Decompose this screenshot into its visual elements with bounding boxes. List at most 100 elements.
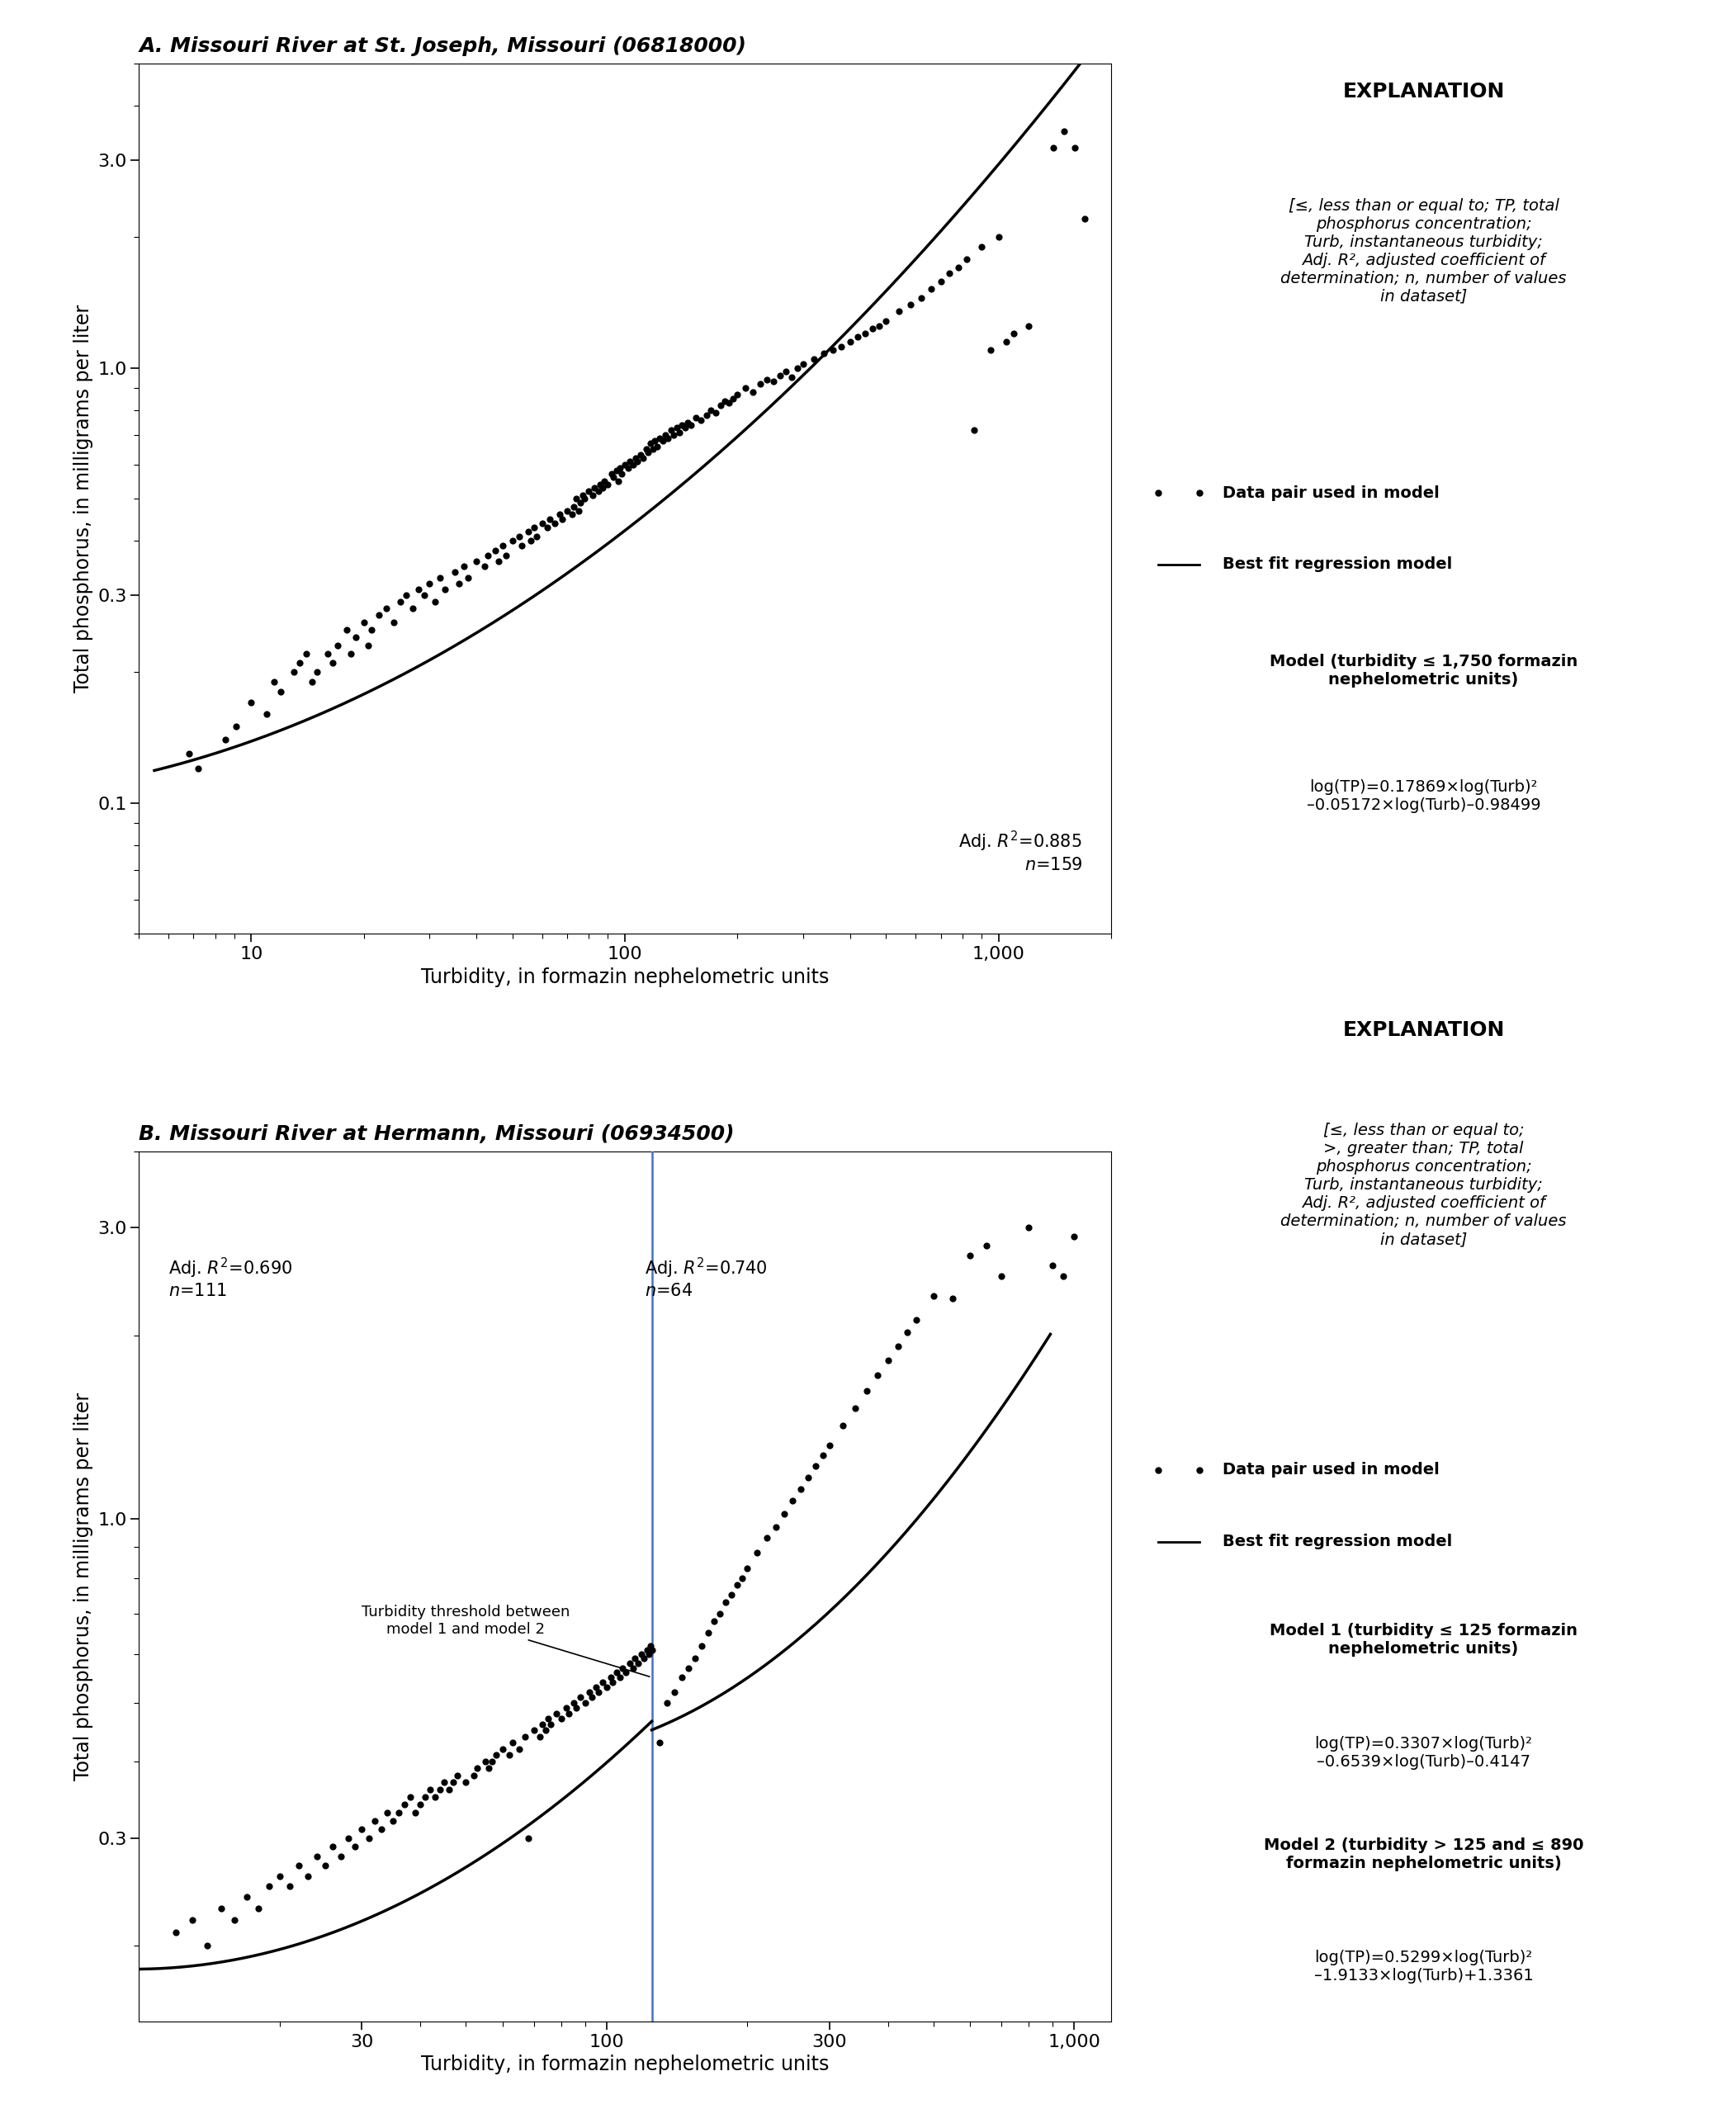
Point bbox=[578, 479, 606, 513]
Point bbox=[529, 1707, 557, 1741]
Point bbox=[488, 530, 516, 564]
Point bbox=[634, 1632, 661, 1666]
Point bbox=[590, 464, 618, 498]
Point bbox=[349, 1813, 377, 1847]
Point bbox=[519, 511, 547, 545]
Point bbox=[866, 309, 894, 343]
Text: Turbidity threshold between
model 1 and model 2: Turbidity threshold between model 1 and … bbox=[361, 1605, 649, 1677]
Text: Data pair used in model: Data pair used in model bbox=[1222, 485, 1439, 500]
Point bbox=[1014, 309, 1042, 343]
Point bbox=[498, 1726, 526, 1760]
Point bbox=[816, 1428, 844, 1462]
Point bbox=[474, 538, 502, 572]
Text: log(TP)=0.3307×log(Turb)²
–0.6539×log(Turb)–0.4147: log(TP)=0.3307×log(Turb)² –0.6539×log(Tu… bbox=[1314, 1736, 1533, 1770]
Point bbox=[585, 1675, 613, 1709]
Point bbox=[661, 1675, 689, 1709]
Point bbox=[523, 519, 550, 553]
Text: log(TP)=0.17869×log(Turb)²
–0.05172×log(Turb)–0.98499: log(TP)=0.17869×log(Turb)² –0.05172×log(… bbox=[1307, 779, 1540, 813]
Point bbox=[1016, 1211, 1043, 1245]
Point bbox=[354, 628, 382, 662]
Point bbox=[401, 1796, 429, 1830]
Point bbox=[637, 1632, 665, 1666]
Point bbox=[733, 1551, 760, 1585]
Point bbox=[267, 675, 295, 709]
Point bbox=[687, 402, 715, 436]
Point bbox=[771, 1496, 799, 1530]
Point bbox=[635, 1636, 663, 1670]
Point bbox=[554, 494, 582, 528]
Point bbox=[653, 1685, 681, 1719]
Point bbox=[630, 440, 658, 475]
Point bbox=[542, 1696, 569, 1730]
Point bbox=[639, 432, 667, 466]
Point bbox=[286, 645, 314, 679]
Point bbox=[800, 343, 828, 377]
Point bbox=[476, 1751, 503, 1785]
Point bbox=[936, 255, 963, 289]
X-axis label: Turbidity, in formazin nephelometric units: Turbidity, in formazin nephelometric uni… bbox=[420, 966, 830, 987]
Point bbox=[547, 1702, 575, 1736]
Point bbox=[460, 1758, 488, 1792]
Point bbox=[533, 511, 561, 545]
Point bbox=[184, 751, 212, 785]
Point bbox=[779, 1483, 807, 1517]
Point bbox=[319, 645, 347, 679]
Point bbox=[885, 294, 913, 328]
Point bbox=[625, 1647, 653, 1681]
Point bbox=[392, 579, 420, 613]
Text: log(TP)=0.5299×log(Turb)²
–1.9133×log(Turb)+1.3361: log(TP)=0.5299×log(Turb)² –1.9133×log(Tu… bbox=[1314, 1949, 1533, 1983]
Point bbox=[1050, 1260, 1078, 1294]
Point bbox=[566, 1681, 594, 1715]
Point bbox=[314, 636, 342, 670]
Point bbox=[809, 336, 837, 370]
Point bbox=[470, 1745, 498, 1779]
Point bbox=[608, 458, 635, 492]
Point bbox=[276, 1868, 304, 1902]
Point bbox=[373, 592, 401, 626]
Point bbox=[615, 451, 642, 485]
Point bbox=[1061, 1219, 1088, 1253]
Point bbox=[479, 1745, 507, 1779]
Text: Model 2 (turbidity > 125 and ≤ 890
formazin nephelometric units): Model 2 (turbidity > 125 and ≤ 890 forma… bbox=[1264, 1839, 1583, 1873]
Point bbox=[724, 377, 752, 411]
Point bbox=[623, 445, 651, 479]
Text: EXPLANATION: EXPLANATION bbox=[1342, 81, 1505, 102]
Point bbox=[1038, 1249, 1066, 1283]
Point bbox=[266, 1860, 293, 1894]
Point bbox=[620, 447, 648, 481]
Point bbox=[920, 1279, 948, 1313]
Point bbox=[668, 409, 696, 443]
Text: Adj. $R^2$=0.885
$n$=159: Adj. $R^2$=0.885 $n$=159 bbox=[958, 830, 1082, 872]
Point bbox=[660, 419, 687, 453]
Point bbox=[707, 389, 734, 423]
Point bbox=[410, 579, 437, 613]
Point bbox=[1000, 317, 1028, 351]
Point bbox=[333, 613, 361, 647]
Point bbox=[1050, 115, 1078, 149]
Point bbox=[960, 413, 988, 447]
Point bbox=[663, 411, 691, 445]
Point bbox=[727, 1562, 755, 1596]
Point bbox=[753, 362, 781, 396]
Point bbox=[385, 585, 413, 619]
Point bbox=[326, 1839, 354, 1873]
Point bbox=[361, 1805, 389, 1839]
Point bbox=[547, 498, 575, 532]
Point bbox=[559, 1685, 587, 1719]
Point bbox=[578, 1681, 606, 1715]
Point bbox=[495, 1739, 523, 1773]
Point bbox=[746, 366, 774, 400]
Point bbox=[967, 230, 995, 264]
Point bbox=[575, 475, 602, 509]
Point bbox=[245, 1892, 273, 1926]
Point bbox=[654, 421, 682, 455]
Point bbox=[722, 1568, 750, 1602]
Point bbox=[602, 1656, 630, 1690]
Point bbox=[809, 1439, 837, 1473]
Point bbox=[411, 1779, 439, 1813]
Point bbox=[436, 1773, 464, 1807]
Text: Data pair used in model: Data pair used in model bbox=[1222, 1462, 1439, 1477]
Point bbox=[528, 506, 556, 541]
Point bbox=[505, 1732, 533, 1766]
Point bbox=[451, 1766, 479, 1800]
